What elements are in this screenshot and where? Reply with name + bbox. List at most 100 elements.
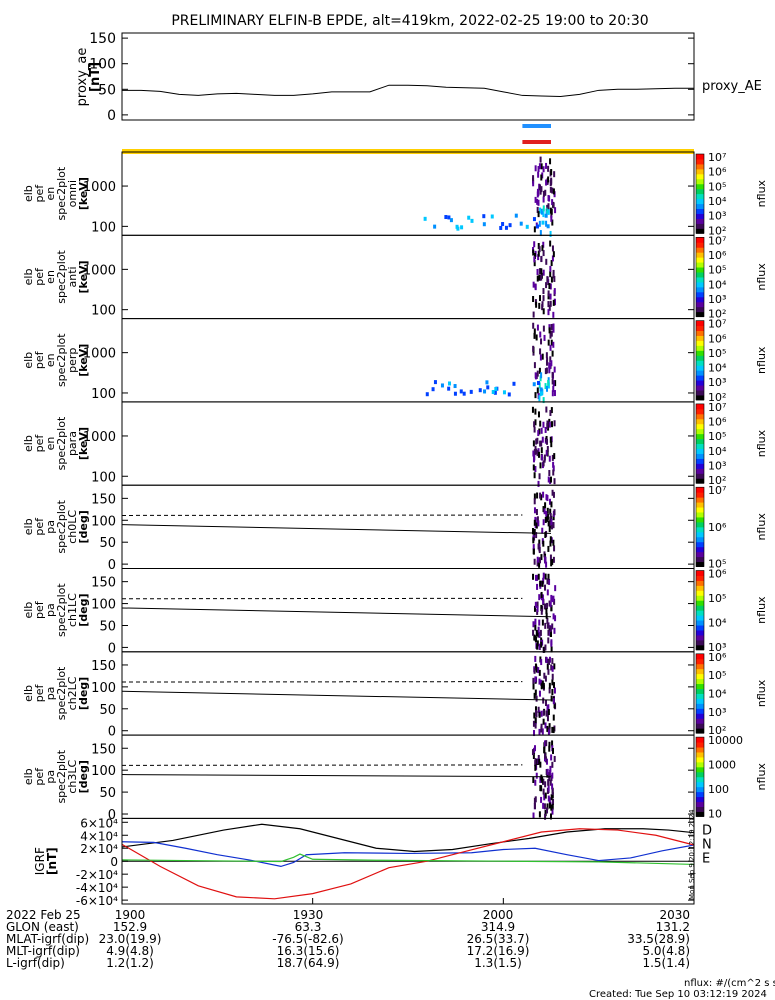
omni-cell (548, 195, 551, 202)
ch3LC-cell (545, 768, 548, 775)
ch3LC-cell (533, 803, 536, 810)
omni-cell (546, 207, 549, 214)
ch2LC-cell (546, 715, 549, 722)
para-ylabel-line: pef (33, 434, 46, 453)
ch0LC-cell (542, 506, 545, 513)
perp-cell (541, 389, 544, 396)
ch2LC-cell (544, 675, 547, 682)
ch1LC-cell (536, 601, 539, 608)
ch2LC-ylabel-line: ch2LC (66, 676, 79, 710)
ch1LC-cell (545, 612, 548, 619)
perp-cell (483, 389, 487, 394)
footer-value: 2030 (659, 908, 690, 922)
para-cell (550, 407, 553, 414)
ch0LC-cell (549, 536, 552, 543)
ch2LC-colorbar-segment (696, 718, 704, 724)
ch1LC-ylabel-line: ch1LC (66, 593, 79, 627)
ch2LC-ytick-label: 0 (108, 725, 116, 740)
perp-cell (539, 390, 542, 397)
para-cell (535, 438, 538, 445)
perp-cell (485, 380, 489, 385)
para-ylabel-line: en (44, 437, 57, 451)
para-cell (538, 473, 541, 480)
ch2LC-cell (535, 710, 538, 717)
ch0LC-cell (552, 556, 555, 563)
ch1LC-cell (536, 583, 539, 590)
perp-cell (493, 390, 497, 395)
perp-colorbar-segment (696, 355, 704, 361)
omni-cell (553, 171, 556, 178)
anti-ylabel-line: elb (22, 269, 35, 286)
anti-cell (550, 276, 553, 283)
ch3LC-ylabel-line: spec2plot (55, 749, 68, 803)
anti-cell (548, 304, 551, 311)
perp-colorbar-frame (695, 320, 705, 401)
anti-colorbar-segment (696, 237, 704, 243)
ch1LC-cell (542, 598, 545, 605)
omni-colorbar-label: nflux (755, 179, 768, 207)
ch3LC-colorbar-tick: 10000 (708, 734, 743, 747)
anti-cell (538, 246, 541, 253)
para-ylabel-line: para (66, 431, 79, 456)
para-cell (551, 454, 554, 461)
created-timestamp: Created: Tue Sep 10 03:12:19 2024 (589, 989, 767, 1000)
ch2LC-ytick-label: 50 (99, 703, 116, 718)
ch0LC-ytick-label: 50 (99, 536, 116, 551)
anti-cell (541, 301, 544, 308)
para-colorbar-segment (696, 413, 704, 420)
ch0LC-cell (540, 554, 543, 561)
omni-cell (533, 226, 536, 233)
status-bar (522, 140, 551, 144)
ch3LC-cell (541, 776, 544, 783)
perp-cell (539, 375, 542, 382)
ch2LC-cell (545, 657, 548, 664)
ch3LC-ylabel-line: elb (22, 768, 35, 785)
omni-frame (121, 151, 695, 236)
omni-cell (444, 215, 448, 220)
para-cell (548, 470, 551, 477)
ch0LC-cell (550, 560, 553, 567)
omni-cell (467, 215, 471, 220)
ch3LC-ytick-label: 150 (91, 742, 116, 757)
anti-ylabel-line: pef (33, 267, 46, 286)
ch3LC-cell (549, 779, 552, 786)
perp-cell (543, 334, 546, 341)
ch1LC-colorbar-label: nflux (755, 596, 768, 624)
ch2LC-cell (542, 709, 545, 716)
ch2LC-cell (532, 677, 535, 684)
omni-cell (550, 177, 553, 184)
para-cell (552, 465, 555, 472)
ch3LC-cell (532, 812, 535, 819)
ch2LC-colorbar-segment (696, 658, 704, 665)
omni-colorbar-segment (696, 178, 704, 185)
omni-cell (542, 166, 545, 173)
ch3LC-cell (544, 813, 547, 820)
para-cell (546, 423, 549, 430)
anti-colorbar-segment (696, 252, 704, 258)
ch1LC-cell (538, 643, 541, 650)
perp-colorbar-segment (696, 375, 704, 381)
perp-cell (532, 322, 535, 329)
ch3LC-cell (551, 808, 554, 815)
proxy-ae-frame (121, 32, 695, 121)
ch0LC-colorbar-segment (696, 526, 704, 533)
ch0LC-cell (537, 543, 540, 550)
ch2LC-panel: 050100150elbpefpaspec2plotch2LC[deg]10²1… (22, 651, 768, 740)
para-cell (549, 409, 552, 416)
perp-cell (533, 328, 536, 335)
proxy-ae-ytick-label: 100 (89, 57, 116, 73)
ch1LC-cell (535, 629, 538, 636)
ch2LC-cell (548, 687, 551, 694)
ch2LC-cell (552, 682, 555, 689)
ch3LC-panel: 050100150elbpefpaspec2plotch3LC[deg]1010… (22, 734, 768, 823)
para-colorbar-segment (696, 453, 704, 459)
perp-ylabel-line: pef (33, 350, 46, 369)
anti-cell (538, 268, 541, 275)
igrf-series-E (121, 853, 695, 866)
para-cell (542, 460, 545, 467)
ch2LC-cell (542, 697, 545, 704)
ch2LC-ylabel-line: [deg] (77, 677, 90, 710)
ch3LC-colorbar-segment (696, 766, 704, 773)
ch0LC-cell (536, 516, 539, 523)
ch3LC-cell (545, 758, 548, 765)
